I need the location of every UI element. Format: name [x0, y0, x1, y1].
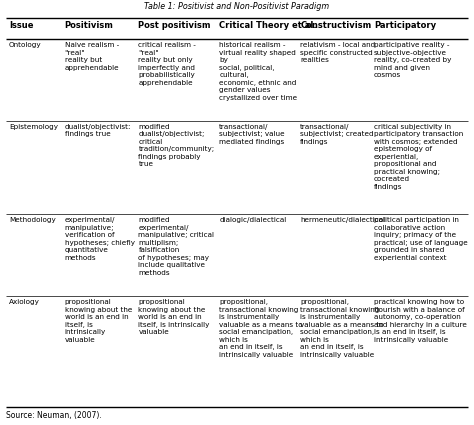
Text: critical realism -
"real"
reality but only
imperfectly and
probabilistically
app: critical realism - "real" reality but on… — [138, 42, 196, 85]
Text: transactional/
subjectivist; value
mediated findings: transactional/ subjectivist; value media… — [219, 124, 285, 145]
Text: political participation in
collaborative action
inquiry; primacy of the
practica: political participation in collaborative… — [374, 217, 468, 261]
Text: critical subjectivity in
participatory transaction
with cosmos; extended
epistem: critical subjectivity in participatory t… — [374, 124, 463, 190]
Text: dualist/objectivist:
findings true: dualist/objectivist: findings true — [65, 124, 131, 137]
Text: Post positivism: Post positivism — [138, 21, 211, 30]
Text: participative reality -
subjective-objective
reality, co-created by
mind and giv: participative reality - subjective-objec… — [374, 42, 451, 78]
Text: Epistemology: Epistemology — [9, 124, 58, 130]
Text: modified
dualist/objectivist;
critical
tradition/community;
findings probably
tr: modified dualist/objectivist; critical t… — [138, 124, 215, 167]
Text: experimental/
manipulative;
verification of
hypotheses; chiefly
quantitative
met: experimental/ manipulative; verification… — [65, 217, 135, 261]
Text: Source: Neuman, (2007).: Source: Neuman, (2007). — [6, 411, 102, 420]
Text: Issue: Issue — [9, 21, 34, 30]
Text: relativism - local and
specific constructed
realities: relativism - local and specific construc… — [300, 42, 375, 63]
Text: transactional/
subjectivist; created
findings: transactional/ subjectivist; created fin… — [300, 124, 374, 145]
Text: Positivism: Positivism — [65, 21, 114, 30]
Text: Participatory: Participatory — [374, 21, 436, 30]
Text: dialogic/dialectical: dialogic/dialectical — [219, 217, 287, 223]
Text: historical realism -
virtual reality shaped
by
social, political,
cultural,
econ: historical realism - virtual reality sha… — [219, 42, 298, 101]
Text: propositional,
transactional knowing
is instrumentally
valuable as a means to
so: propositional, transactional knowing is … — [219, 299, 303, 357]
Text: modified
experimental/
manipulative; critical
multiplism;
falsification
of hypot: modified experimental/ manipulative; cri… — [138, 217, 214, 276]
Text: Axiology: Axiology — [9, 299, 40, 305]
Text: Methodology: Methodology — [9, 217, 56, 223]
Text: propositional
knowing about the
world is an end in
itself, is
intrinsically
valu: propositional knowing about the world is… — [65, 299, 132, 343]
Text: Table 1: Positivist and Non-Positivist Paradigm: Table 1: Positivist and Non-Positivist P… — [145, 2, 329, 11]
Text: practical knowing how to
flourish with a balance of
autonomy, co-operation
and h: practical knowing how to flourish with a… — [374, 299, 467, 343]
Text: Naive realism -
"real"
reality but
apprehendable: Naive realism - "real" reality but appre… — [65, 42, 119, 71]
Text: Ontology: Ontology — [9, 42, 42, 48]
Text: hermeneutic/dialectical: hermeneutic/dialectical — [300, 217, 385, 223]
Text: propositional
knowing about the
world is an end in
itself, is intrinsically
valu: propositional knowing about the world is… — [138, 299, 210, 335]
Text: propositional,
transactional knowing
is instrumentally
valuable as a means to
so: propositional, transactional knowing is … — [300, 299, 384, 357]
Text: Critical Theory et al.: Critical Theory et al. — [219, 21, 317, 30]
Text: Constructivism: Constructivism — [300, 21, 372, 30]
